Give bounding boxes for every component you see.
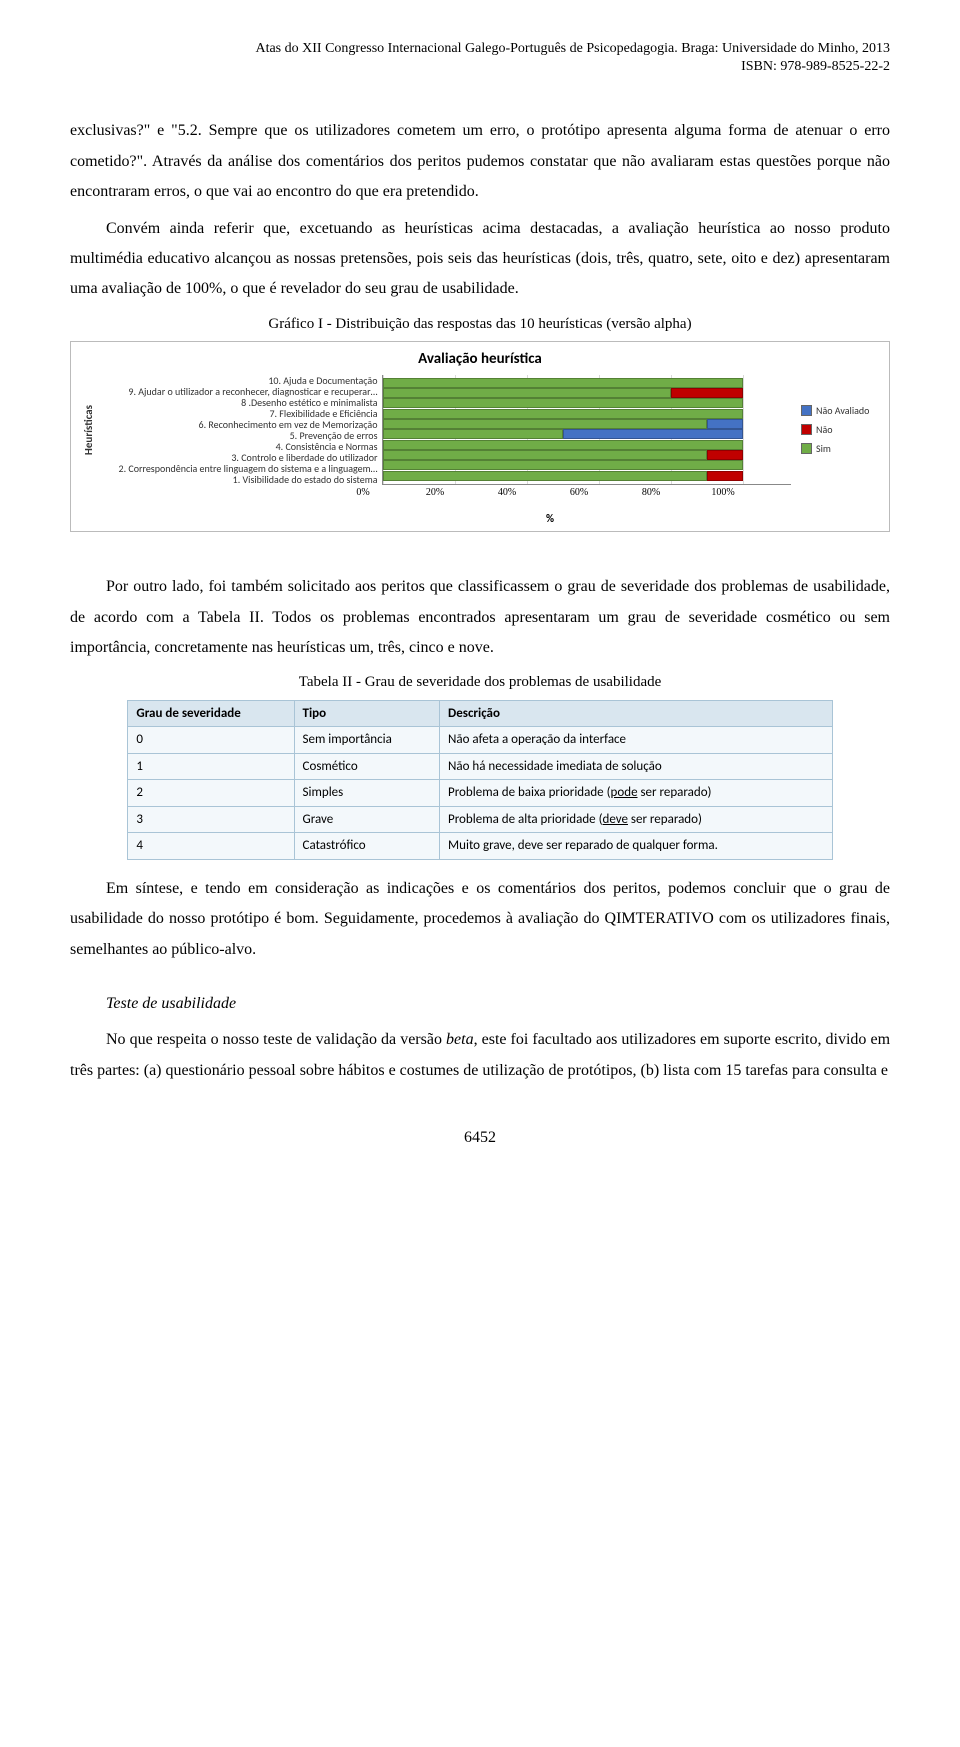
chart-bar-row	[383, 460, 792, 470]
paragraph-3: Por outro lado, foi também solicitado ao…	[70, 572, 890, 663]
paragraph-1: exclusivas?" e "5.2. Sempre que os utili…	[70, 116, 890, 207]
chart-bar-row	[383, 419, 792, 429]
table-cell: Problema de baixa prioridade (pode ser r…	[440, 780, 833, 807]
paragraph-5: No que respeita o nosso teste de validaç…	[70, 1025, 890, 1086]
chart-figure: Avaliação heurística Heurísticas 10. Aju…	[70, 341, 890, 532]
chart-legend-item: Não	[801, 422, 881, 437]
chart-bar-row	[383, 440, 792, 450]
chart-bar-row	[383, 388, 792, 398]
table-cell: Muito grave, deve ser reparado de qualqu…	[440, 833, 833, 860]
severity-table: Grau de severidadeTipoDescrição 0Sem imp…	[127, 700, 832, 860]
chart-bar-row	[383, 398, 792, 408]
table-row: 3GraveProblema de alta prioridade (deve …	[128, 806, 832, 833]
chart-y-axis-label: Heurísticas	[79, 405, 98, 455]
table-row: 2SimplesProblema de baixa prioridade (po…	[128, 780, 832, 807]
chart-bar-row	[383, 409, 792, 419]
chart-bar-row	[383, 450, 792, 460]
chart-legend-item: Sim	[801, 441, 881, 456]
table-cell: Problema de alta prioridade (deve ser re…	[440, 806, 833, 833]
table2-caption: Tabela II - Grau de severidade dos probl…	[70, 671, 890, 694]
table-cell: 3	[128, 806, 294, 833]
page-header: Atas do XII Congresso Internacional Gale…	[70, 40, 890, 76]
chart-title: Avaliação heurística	[79, 348, 881, 371]
page-number: 6452	[70, 1126, 890, 1150]
table-cell: Catastrófico	[294, 833, 439, 860]
table-cell: 4	[128, 833, 294, 860]
chart-legend-item: Não Avaliado	[801, 403, 881, 418]
subheading: Teste de usabilidade	[70, 989, 890, 1019]
header-line-2: ISBN: 978-989-8525-22-2	[70, 58, 890, 76]
table-header-cell: Grau de severidade	[128, 700, 294, 727]
table-header-cell: Tipo	[294, 700, 439, 727]
table-cell: Simples	[294, 780, 439, 807]
table-cell: 1	[128, 753, 294, 780]
table-cell: Cosmético	[294, 753, 439, 780]
table-cell: Não afeta a operação da interface	[440, 727, 833, 754]
chart-category-labels: 10. Ajuda e Documentação9. Ajudar o util…	[98, 375, 382, 485]
chart-caption: Gráfico I - Distribuição das respostas d…	[70, 313, 890, 336]
header-line-1: Atas do XII Congresso Internacional Gale…	[70, 40, 890, 58]
table-row: 1CosméticoNão há necessidade imediata de…	[128, 753, 832, 780]
table-cell: Não há necessidade imediata de solução	[440, 753, 833, 780]
chart-bar-row	[383, 378, 792, 388]
table-cell: 2	[128, 780, 294, 807]
table-row: 4CatastróficoMuito grave, deve ser repar…	[128, 833, 832, 860]
table-cell: Grave	[294, 806, 439, 833]
table-cell: Sem importância	[294, 727, 439, 754]
chart-plot-area	[382, 375, 792, 485]
chart-category-label: 1. Visibilidade do estado do sistema	[98, 474, 378, 485]
table-header-cell: Descrição	[440, 700, 833, 727]
paragraph-2: Convém ainda referir que, excetuando as …	[70, 214, 890, 305]
chart-x-ticks: 0%20%40%60%80%100%	[363, 485, 723, 497]
table-cell: 0	[128, 727, 294, 754]
chart-bar-row	[383, 429, 792, 439]
chart-x-axis-label: %	[219, 511, 881, 528]
chart-legend: Não Avaliado Não Sim	[791, 375, 881, 485]
chart-bar-row	[383, 471, 792, 481]
table-row: 0Sem importânciaNão afeta a operação da …	[128, 727, 832, 754]
paragraph-4: Em síntese, e tendo em consideração as i…	[70, 874, 890, 965]
